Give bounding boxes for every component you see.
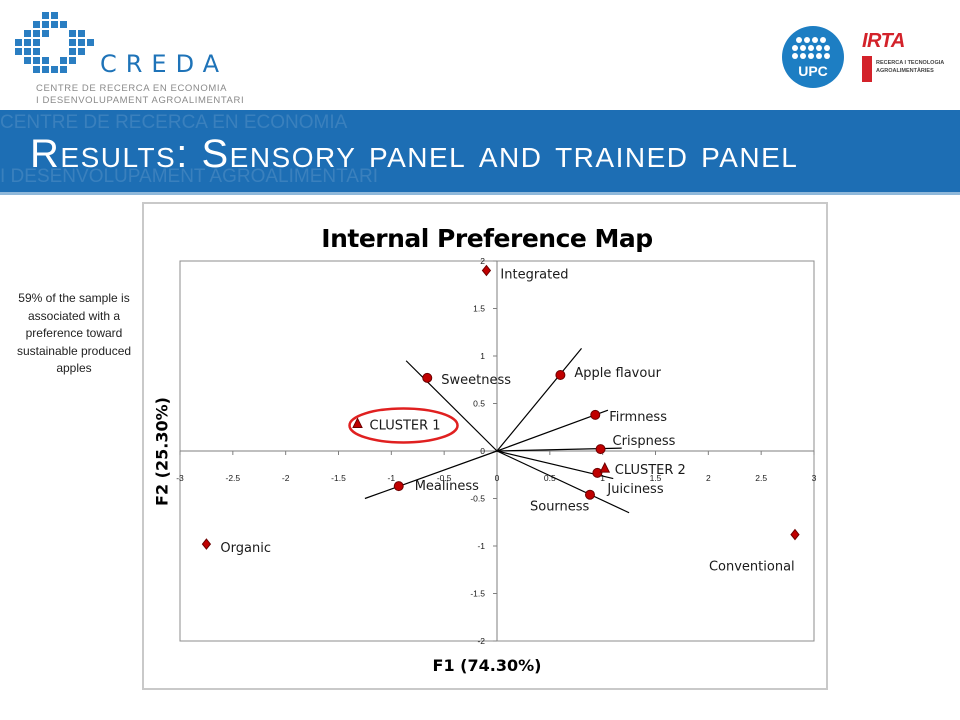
y-tick-label: 1.5 bbox=[473, 304, 485, 314]
attribute-label: Apple flavour bbox=[574, 366, 661, 381]
creda-subtitle-line2: I DESENVOLUPAMENT AGROALIMENTARI bbox=[36, 95, 245, 106]
banner-watermark-top: CENTRE DE RECERCA EN ECONOMIA bbox=[0, 112, 348, 133]
x-tick-label: 1 bbox=[600, 473, 605, 483]
attribute-label: Crispness bbox=[613, 434, 676, 449]
creda-subtitle-line1: CENTRE DE RECERCA EN ECONOMIA bbox=[36, 83, 228, 94]
x-tick-label: -1.5 bbox=[331, 473, 346, 483]
x-tick-label: 1.5 bbox=[650, 473, 662, 483]
attribute-point bbox=[555, 370, 566, 380]
upc-logo: UPC bbox=[782, 26, 844, 88]
upc-dots-icon bbox=[792, 37, 830, 59]
attribute-point bbox=[595, 444, 606, 455]
y-tick-label: 1 bbox=[480, 351, 485, 361]
product-label: Integrated bbox=[500, 268, 568, 283]
cluster-point bbox=[352, 417, 363, 428]
attribute-point bbox=[393, 481, 404, 492]
chart-frame: -3 -2.5 -2 -1.5 -1 -0.5 0 0.5 1 1.5 2 2.5 3 -2 -1.5 -1 -… bbox=[142, 202, 828, 690]
attribute-label: Sweetness bbox=[441, 373, 511, 388]
product-point bbox=[481, 264, 492, 277]
chart-title: Internal Preference Map bbox=[321, 224, 653, 253]
loading-line bbox=[496, 450, 630, 514]
y-tick-label: -1.5 bbox=[470, 589, 485, 599]
page-title: Results: Sensory panel and trained panel bbox=[30, 132, 799, 176]
cluster-point bbox=[599, 461, 611, 473]
y-tick-label: 2 bbox=[480, 256, 485, 266]
attribute-label: Juiciness bbox=[606, 482, 663, 497]
product-point bbox=[201, 538, 212, 550]
loading-line bbox=[496, 409, 609, 452]
x-tick-label: 2 bbox=[706, 473, 711, 483]
attribute-point bbox=[590, 409, 601, 420]
cluster-highlight-circle bbox=[348, 407, 459, 444]
x-tick-label: 0.5 bbox=[544, 473, 556, 483]
side-note: 59% of the sample is associated with a p… bbox=[16, 291, 132, 375]
y-tick-label: -2 bbox=[477, 636, 485, 646]
product-point bbox=[790, 528, 800, 541]
creda-logo: CREDA CENTRE DE RECERCA EN ECONOMIA I DE… bbox=[10, 10, 250, 106]
loading-line bbox=[496, 348, 582, 452]
loading-line bbox=[364, 450, 498, 500]
y-tick-label: 0.5 bbox=[473, 399, 485, 409]
irta-subtitle-line2: AGROALIMENTÀRIES bbox=[876, 68, 934, 74]
irta-bar-icon bbox=[862, 56, 872, 82]
creda-name: CREDA bbox=[100, 50, 229, 78]
preference-map-svg: -3 -2.5 -2 -1.5 -1 -0.5 0 0.5 1 1.5 2 2.5 3 -2 -1.5 -1 -… bbox=[176, 256, 817, 646]
y-axis-label: F2 (25.30%) bbox=[152, 397, 172, 506]
attribute-label: Sourness bbox=[530, 500, 590, 515]
attribute-label: Firmness bbox=[609, 410, 667, 425]
x-tick-label: -2.5 bbox=[226, 473, 241, 483]
cluster-label: CLUSTER 2 bbox=[615, 463, 686, 478]
irta-subtitle-line1: RECERCA I TECNOLOGIA bbox=[876, 60, 945, 66]
irta-name: IRTA bbox=[862, 30, 905, 52]
x-tick-label: -1 bbox=[388, 473, 396, 483]
creda-pixel-mark-icon bbox=[15, 12, 94, 73]
irta-logo: IRTA RECERCA I TECNOLOGIA AGROALIMENTÀRI… bbox=[862, 30, 945, 92]
y-tick-label: -0.5 bbox=[470, 494, 485, 504]
y-tick-label: -1 bbox=[477, 541, 485, 551]
attribute-point bbox=[584, 489, 595, 500]
attribute-point bbox=[592, 467, 603, 478]
product-label: Conventional bbox=[709, 560, 795, 575]
loading-line bbox=[405, 360, 498, 452]
x-tick-label: -3 bbox=[176, 473, 184, 483]
cluster-label: CLUSTER 1 bbox=[370, 418, 441, 433]
upc-name: UPC bbox=[798, 63, 828, 79]
attribute-label: Mealiness bbox=[415, 479, 479, 494]
x-tick-label: -0.5 bbox=[437, 473, 452, 483]
banner-watermark-bottom: I DESENVOLUPAMENT AGROALIMENTARI bbox=[0, 166, 378, 187]
x-tick-label: 0 bbox=[495, 473, 500, 483]
title-divider bbox=[0, 192, 960, 195]
product-label: Organic bbox=[220, 541, 271, 556]
x-tick-label: 2.5 bbox=[755, 473, 767, 483]
x-axis-label: F1 (74.30%) bbox=[432, 656, 542, 675]
y-tick-label: 0 bbox=[480, 446, 485, 456]
attribute-point bbox=[422, 372, 433, 383]
x-tick-label: -2 bbox=[282, 473, 290, 483]
x-tick-label: 3 bbox=[812, 473, 817, 483]
title-banner: CENTRE DE RECERCA EN ECONOMIA I DESENVOL… bbox=[0, 110, 960, 192]
